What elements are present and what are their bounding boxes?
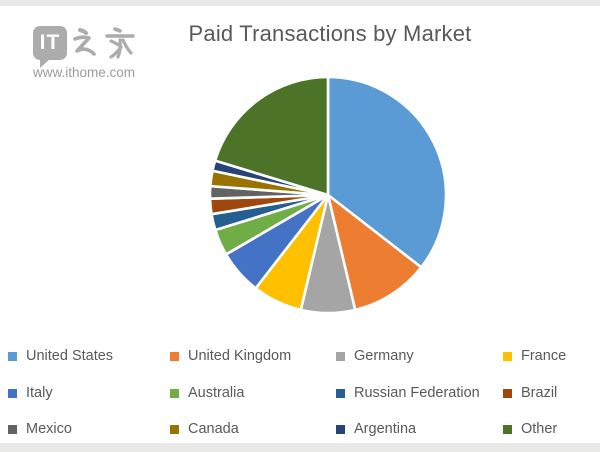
legend-swatch-brazil	[503, 389, 512, 398]
legend-swatch-russian-federation	[336, 389, 345, 398]
top-divider-bar	[0, 0, 600, 6]
legend-item-united-states: United States	[8, 347, 113, 365]
legend-item-italy: Italy	[8, 384, 53, 402]
pie-slice-united-states	[326, 75, 448, 269]
ithome-logo-box: IT	[33, 26, 67, 60]
legend-label-mexico: Mexico	[26, 421, 72, 437]
legend-item-australia: Australia	[170, 384, 244, 402]
legend-swatch-other	[503, 425, 512, 434]
ithome-zhijia-glyphs-icon	[73, 27, 135, 59]
legend-swatch-canada	[170, 425, 179, 434]
legend-item-other: Other	[503, 420, 557, 438]
legend-item-canada: Canada	[170, 420, 239, 438]
legend-swatch-argentina	[336, 425, 345, 434]
ithome-logo-it-text: IT	[39, 31, 61, 54]
legend-label-italy: Italy	[26, 385, 53, 401]
legend-label-united-kingdom: United Kingdom	[188, 348, 292, 364]
legend-item-russian-federation: Russian Federation	[336, 384, 480, 402]
legend-label-brazil: Brazil	[521, 385, 558, 401]
legend-label-france: France	[521, 348, 567, 364]
legend-swatch-france	[503, 352, 512, 361]
legend-item-mexico: Mexico	[8, 420, 72, 438]
legend-item-united-kingdom: United Kingdom	[170, 347, 291, 365]
legend-swatch-mexico	[8, 425, 17, 434]
legend-item-france: France	[503, 347, 566, 365]
legend-swatch-australia	[170, 389, 179, 398]
legend-label-germany: Germany	[354, 348, 414, 364]
ithome-logo-bubble-tail-icon	[40, 59, 50, 68]
pie-slice-united-kingdom	[326, 193, 423, 312]
chart-title: Paid Transactions by Market	[188, 21, 472, 46]
legend-swatch-united-kingdom	[170, 352, 179, 361]
legend-swatch-united-states	[8, 352, 17, 361]
chart-legend: United States United Kingdom Germany France…	[8, 347, 594, 442]
ithome-url-text: www.ithome.com	[33, 65, 136, 80]
legend-label-argentina: Argentina	[354, 421, 417, 437]
pie-slice-other	[213, 75, 330, 197]
legend-swatch-italy	[8, 389, 17, 398]
legend-label-canada: Canada	[188, 421, 239, 437]
legend-item-argentina: Argentina	[336, 420, 416, 438]
legend-label-australia: Australia	[188, 385, 245, 401]
bottom-divider-bar	[0, 443, 600, 452]
legend-label-other: Other	[521, 421, 558, 437]
legend-label-russian-federation: Russian Federation	[354, 385, 480, 401]
legend-label-united-states: United States	[26, 348, 114, 364]
legend-item-brazil: Brazil	[503, 384, 557, 402]
legend-item-germany: Germany	[336, 347, 414, 365]
legend-swatch-germany	[336, 352, 345, 361]
